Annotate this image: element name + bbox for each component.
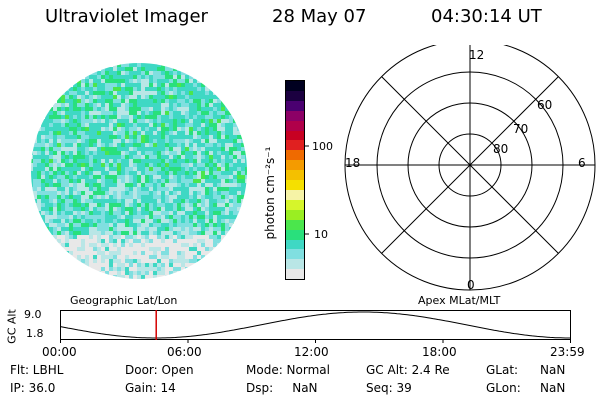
timeline-xtick-0000: 00:00	[42, 345, 77, 359]
color-bar-swatch	[286, 229, 304, 240]
polar-label-60: 60	[537, 98, 553, 112]
status-glat-label: GLat:	[486, 363, 519, 377]
polar-label-80: 80	[493, 142, 509, 156]
status-gc-alt: GC Alt: 2.4 Re	[366, 363, 450, 377]
polar-grid	[344, 45, 596, 291]
status-door: Door: Open	[125, 363, 194, 377]
status-glon-label: GLon:	[486, 381, 521, 395]
instrument-title: Ultraviolet Imager	[45, 6, 208, 27]
color-bar-units: photon cm⁻²s⁻¹	[263, 146, 277, 240]
timeline-xtick-1200: 12:00	[294, 345, 329, 359]
color-bar	[285, 80, 305, 280]
image-time: 04:30:14 UT	[431, 6, 542, 27]
polar-label-12: 12	[469, 48, 485, 62]
color-bar-swatch	[286, 239, 304, 250]
timeline-x-ticks	[60, 340, 571, 343]
color-bar-swatch	[286, 110, 304, 121]
color-bar-swatch	[286, 140, 304, 151]
color-bar-swatch	[286, 189, 304, 200]
timeline-plot	[60, 310, 571, 343]
status-flt: Flt: LBHL	[10, 363, 64, 377]
color-bar-swatch	[286, 259, 304, 270]
timeline-ytick-bottom: 1.8	[26, 327, 44, 340]
color-bar-swatch	[286, 219, 304, 230]
timeline-ytick-top: 9.0	[24, 308, 42, 321]
timeline-right-title: Apex MLat/MLT	[418, 294, 501, 307]
color-bar-swatch	[286, 81, 304, 91]
polar-label-6: 6	[578, 156, 586, 170]
color-bar-swatch	[286, 90, 304, 101]
color-bar-swatch	[286, 170, 304, 181]
timeline-axis-label: GC Alt	[5, 309, 19, 344]
status-glon-value: NaN	[540, 381, 566, 395]
polar-label-0: 0	[467, 278, 475, 292]
status-seq: Seq: 39	[366, 381, 412, 395]
polar-label-70: 70	[513, 122, 529, 136]
color-bar-swatch	[286, 269, 304, 280]
color-bar-swatch	[286, 120, 304, 131]
color-bar-swatch	[286, 209, 304, 220]
status-gain: Gain: 14	[125, 381, 176, 395]
status-dsp: Dsp: NaN	[246, 381, 318, 395]
color-bar-swatch	[286, 150, 304, 161]
polar-label-18: 18	[345, 156, 361, 170]
color-bar-swatch	[286, 160, 304, 171]
status-mode: Mode: Normal	[246, 363, 330, 377]
timeline-xtick-2359: 23:59	[550, 345, 585, 359]
color-bar-swatch	[286, 100, 304, 111]
color-bar-tick-100: 100	[312, 140, 333, 153]
status-ip: IP: 36.0	[10, 381, 56, 395]
color-bar-swatch	[286, 180, 304, 190]
timeline-left-title: Geographic Lat/Lon	[70, 294, 178, 307]
color-bar-swatch	[286, 249, 304, 260]
color-bar-ticks	[305, 145, 309, 235]
timeline-xtick-0600: 06:00	[167, 345, 202, 359]
timeline-xtick-1800: 18:00	[422, 345, 457, 359]
uv-image-disc	[31, 63, 247, 279]
color-bar-tick-10: 10	[314, 228, 328, 241]
image-date: 28 May 07	[272, 6, 367, 27]
status-glat-value: NaN	[540, 363, 566, 377]
color-bar-swatch	[286, 199, 304, 210]
color-bar-swatch	[286, 130, 304, 141]
altitude-curve	[60, 311, 571, 339]
